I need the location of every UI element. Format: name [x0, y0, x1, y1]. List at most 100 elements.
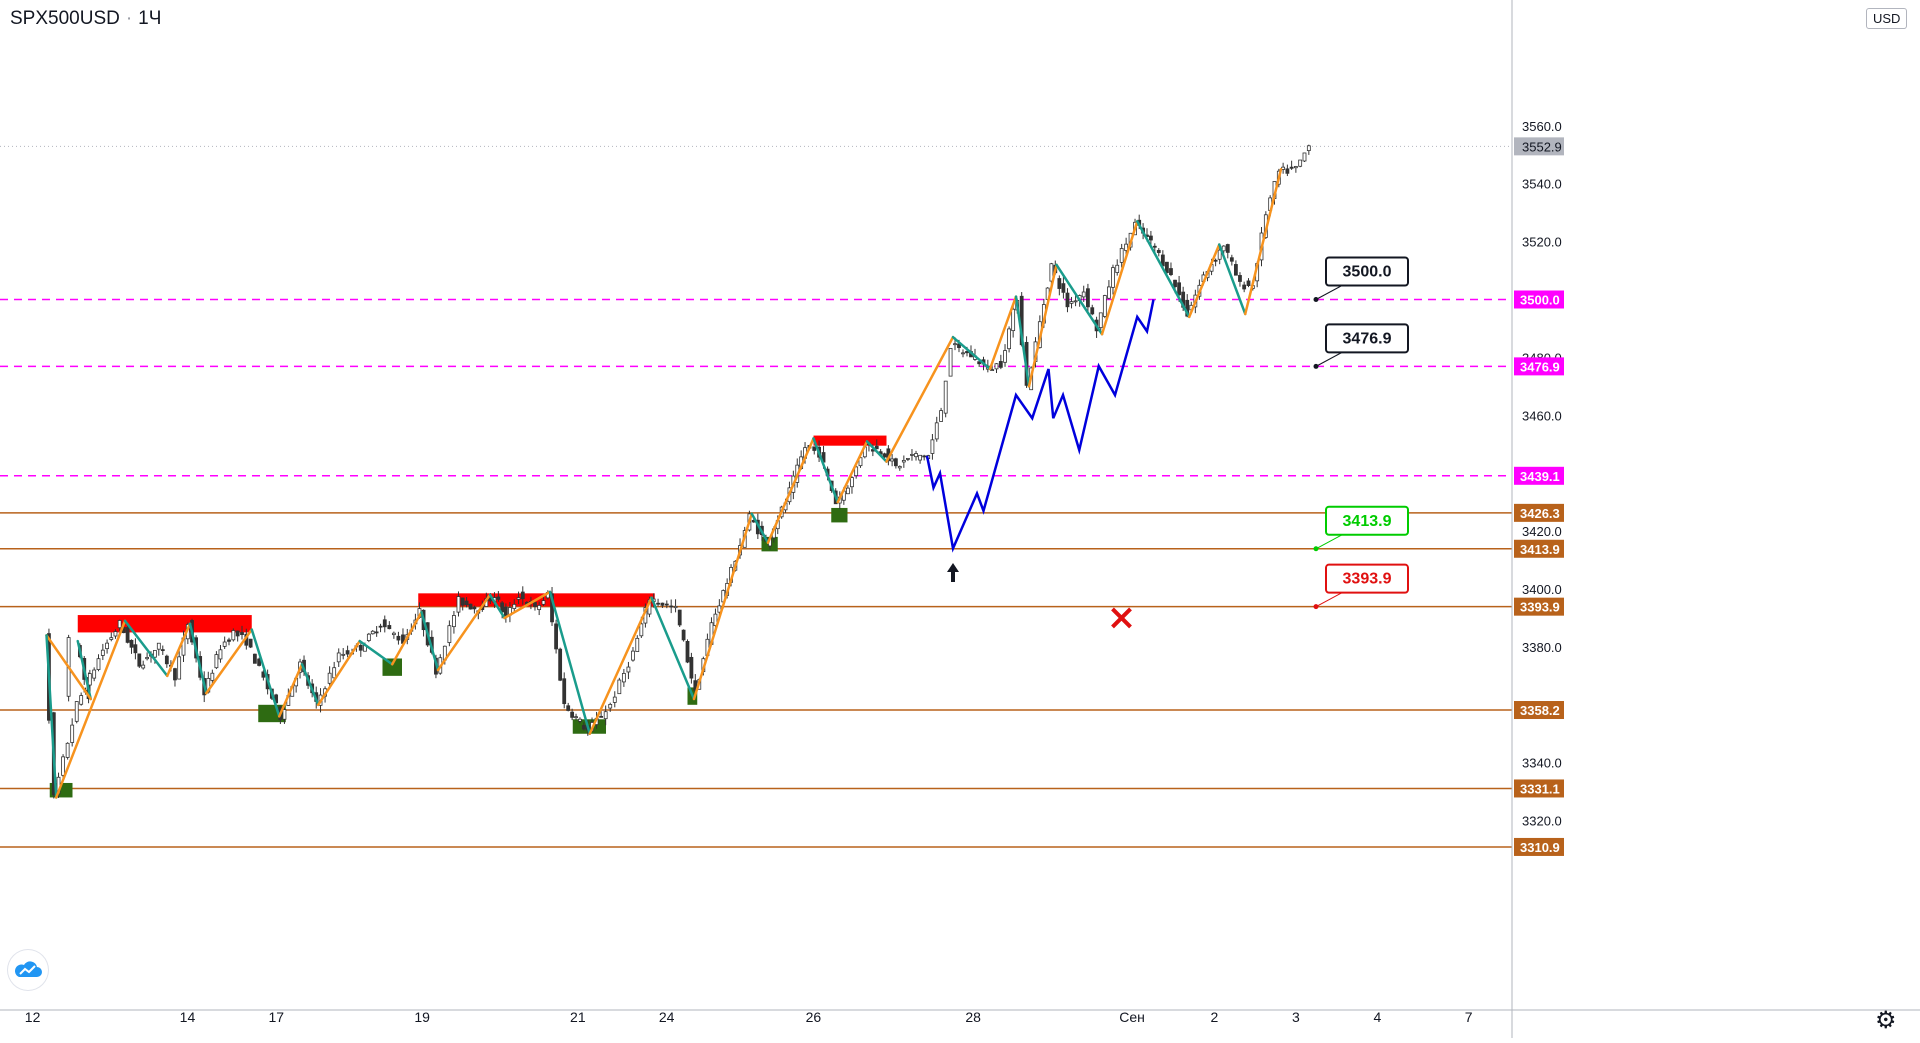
candle-down — [227, 639, 231, 642]
candle-down — [1234, 264, 1238, 276]
candle-up — [854, 466, 859, 477]
candle-down — [893, 458, 898, 467]
candle-up — [939, 410, 943, 422]
candle-up — [456, 596, 461, 613]
candle-up — [1073, 300, 1078, 303]
callout-label: 3476.9 — [1343, 330, 1392, 347]
level-badge — [1514, 539, 1564, 558]
callout-box — [1325, 323, 1409, 354]
zigzag-up-leg — [503, 590, 552, 620]
candle-up — [1081, 291, 1086, 298]
zigzag-up-leg — [1100, 220, 1139, 336]
candle-up — [1111, 267, 1115, 288]
candle-down — [387, 625, 392, 630]
zigzag-up-leg — [988, 295, 1018, 371]
candle-up — [1298, 159, 1303, 167]
candle-down — [1173, 279, 1177, 288]
candle-up — [626, 666, 631, 673]
candle-down — [660, 602, 665, 606]
level-badge — [1514, 779, 1564, 798]
callout-pointer — [1315, 351, 1343, 367]
level-badge-label: 3439.1 — [1520, 469, 1560, 484]
x-tick-label: 17 — [268, 1009, 284, 1025]
interval-label[interactable]: 1Ч — [138, 8, 162, 29]
candle-up — [846, 487, 850, 495]
candle-down — [656, 602, 660, 605]
level-badge — [1514, 357, 1564, 376]
zigzag-down-leg — [1218, 243, 1247, 316]
candle-up — [1007, 328, 1011, 350]
x-tick-label: 2 — [1210, 1009, 1218, 1025]
candle-down — [669, 605, 674, 608]
candle-up — [218, 649, 223, 660]
zigzag-up-leg — [692, 512, 753, 701]
zigzag-down-leg — [488, 593, 506, 620]
candle-down — [570, 711, 575, 718]
candle-down — [689, 656, 694, 679]
candle-down — [378, 625, 383, 628]
candle-up — [930, 439, 935, 454]
y-tick-label: 3560.0 — [1522, 119, 1562, 134]
level-badge — [1514, 701, 1564, 720]
candle-down — [240, 632, 244, 636]
candle-up — [332, 667, 337, 679]
symbol-header[interactable]: SPX500USD · 1Ч — [10, 8, 161, 30]
zigzag-layer — [45, 167, 1283, 799]
last-price-badge — [1514, 137, 1564, 156]
y-tick-label: 3340.0 — [1522, 756, 1562, 771]
candle-down — [1090, 307, 1095, 315]
up-arrow-icon — [947, 562, 959, 582]
candle-down — [137, 653, 142, 667]
candle-down — [1177, 282, 1181, 296]
zigzag-down-leg — [188, 622, 208, 695]
y-tick-label: 3520.0 — [1522, 235, 1562, 250]
y-tick-label: 3540.0 — [1522, 177, 1562, 192]
candle-up — [327, 672, 332, 684]
candle-down — [129, 639, 134, 648]
x-tick-label: 26 — [806, 1009, 822, 1025]
candle-up — [910, 453, 914, 456]
gear-icon[interactable]: ⚙ — [1875, 1007, 1897, 1034]
candle-up — [1293, 166, 1298, 169]
candle-down — [1057, 278, 1062, 289]
zigzag-down-leg — [1014, 295, 1031, 388]
candle-down — [520, 591, 525, 600]
candle-up — [943, 380, 948, 414]
callout-anchor-dot — [1313, 363, 1319, 369]
x-tick-label: 21 — [570, 1009, 586, 1025]
levels-layer — [0, 298, 1512, 848]
candle-down — [396, 635, 401, 641]
candle-down — [1061, 283, 1066, 293]
callout-pointer — [1315, 592, 1343, 608]
candle-down — [468, 603, 473, 610]
symbol-name[interactable]: SPX500USD — [10, 8, 120, 29]
candle-down — [882, 453, 887, 458]
zigzag-down-leg — [250, 628, 281, 718]
y-tick-label: 3400.0 — [1522, 582, 1562, 597]
candle-up — [574, 716, 578, 719]
candle-down — [1238, 275, 1242, 282]
level-badge-label: 3331.1 — [1520, 781, 1560, 796]
candle-up — [366, 633, 371, 641]
header-separator: · — [125, 8, 133, 29]
markers-layer — [947, 562, 1132, 629]
zigzag-up-leg — [1188, 243, 1221, 319]
tradingview-cloud-icon[interactable] — [8, 950, 48, 990]
zigzag-down-leg — [1136, 220, 1191, 319]
candle-down — [681, 629, 686, 641]
candle-down — [1242, 284, 1247, 290]
zigzag-up-leg — [166, 622, 192, 678]
candle-up — [635, 637, 640, 652]
candle-down — [562, 678, 567, 705]
zigzag-up-leg — [55, 619, 127, 799]
level-badge-label: 3500.0 — [1520, 293, 1560, 308]
candle-up — [1124, 243, 1129, 251]
demand-zone — [382, 658, 402, 676]
candle-down — [173, 668, 177, 681]
callout-box — [1325, 256, 1409, 287]
y-tick-label: 3420.0 — [1522, 524, 1562, 539]
candle-down — [1213, 259, 1218, 262]
currency-badge[interactable]: USD — [1866, 8, 1908, 29]
